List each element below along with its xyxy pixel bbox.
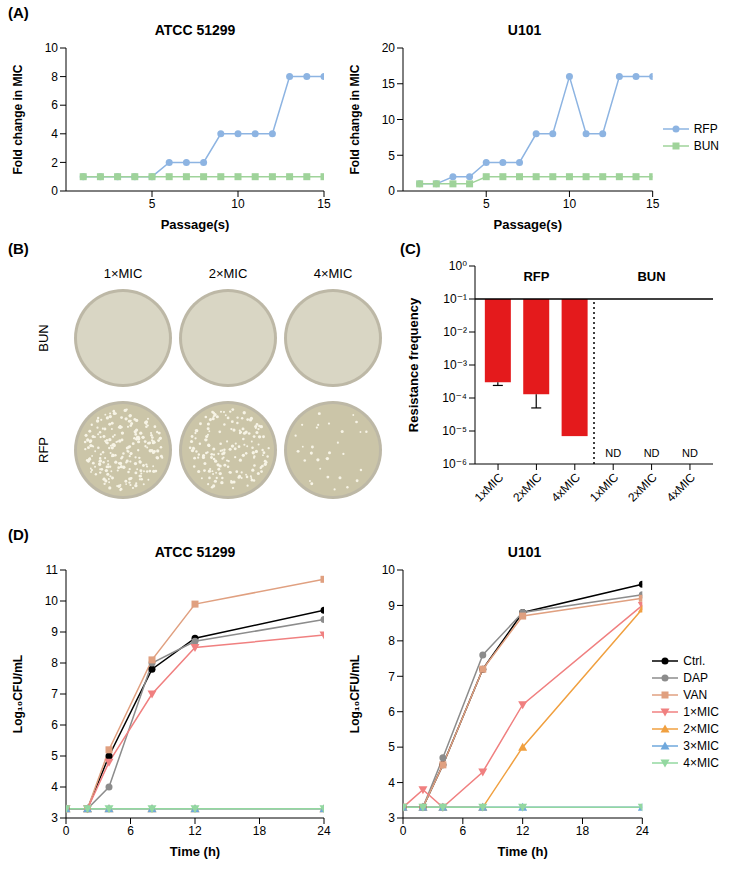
svg-text:Fold change in MIC: Fold change in MIC <box>11 64 25 174</box>
svg-text:7: 7 <box>51 687 58 701</box>
svg-text:6: 6 <box>51 98 58 112</box>
svg-text:4: 4 <box>388 776 395 790</box>
svg-text:10⁻³: 10⁻³ <box>443 358 467 372</box>
svg-text:Fold change in MIC: Fold change in MIC <box>348 64 362 174</box>
svg-text:4: 4 <box>51 780 58 794</box>
svg-text:4×MIC: 4×MIC <box>314 266 353 281</box>
svg-text:RFP: RFP <box>523 269 549 284</box>
svg-text:6: 6 <box>51 718 58 732</box>
svg-text:BUN: BUN <box>637 269 665 284</box>
html-text:VAN: VAN <box>683 688 708 702</box>
svg-text:4xMIC: 4xMIC <box>664 470 699 505</box>
svg-text:18: 18 <box>576 824 590 838</box>
svg-text:15: 15 <box>382 77 396 91</box>
svg-text:12: 12 <box>516 824 530 838</box>
svg-text:BUN: BUN <box>36 324 51 351</box>
svg-text:Time (h): Time (h) <box>170 844 220 859</box>
svg-text:6: 6 <box>127 824 134 838</box>
html-text:2×MIC: 2×MIC <box>683 722 719 736</box>
svg-text:Passage(s): Passage(s) <box>161 217 230 232</box>
svg-text:10: 10 <box>231 197 245 211</box>
svg-text:10: 10 <box>382 563 396 577</box>
svg-text:RFP: RFP <box>36 437 51 463</box>
svg-text:7: 7 <box>388 670 395 684</box>
svg-text:0: 0 <box>63 824 70 838</box>
html-text:BUN: BUN <box>693 139 719 153</box>
svg-text:9: 9 <box>51 625 58 639</box>
svg-text:24: 24 <box>636 824 650 838</box>
svg-text:ND: ND <box>644 447 660 459</box>
svg-text:11: 11 <box>46 563 59 577</box>
svg-text:5: 5 <box>51 749 58 763</box>
svg-text:1×MIC: 1×MIC <box>104 266 143 281</box>
html-text:ATCC 51299: ATCC 51299 <box>154 22 236 38</box>
html-text:ATCC 51299: ATCC 51299 <box>154 544 236 560</box>
svg-text:24: 24 <box>317 824 331 838</box>
svg-text:8: 8 <box>388 634 395 648</box>
svg-text:0: 0 <box>51 184 58 198</box>
svg-text:Passage(s): Passage(s) <box>494 217 563 232</box>
svg-text:3: 3 <box>51 811 58 825</box>
svg-text:15: 15 <box>317 197 331 211</box>
svg-text:Resistance frequency: Resistance frequency <box>406 297 421 432</box>
svg-text:6: 6 <box>388 705 395 719</box>
html-text:(B): (B) <box>8 240 29 257</box>
svg-text:ND: ND <box>605 447 621 459</box>
svg-text:9: 9 <box>388 599 395 613</box>
svg-text:0: 0 <box>400 824 407 838</box>
html-text:1×MIC: 1×MIC <box>683 705 719 719</box>
svg-text:10: 10 <box>45 41 59 55</box>
svg-text:8: 8 <box>51 70 58 84</box>
svg-text:0: 0 <box>388 184 395 198</box>
svg-text:Log₁₀CFU/mL: Log₁₀CFU/mL <box>348 655 362 733</box>
svg-text:Log₁₀CFU/mL: Log₁₀CFU/mL <box>11 655 25 733</box>
svg-text:10⁻⁴: 10⁻⁴ <box>442 391 467 405</box>
svg-text:4: 4 <box>51 127 58 141</box>
html-text:4×MIC: 4×MIC <box>683 756 719 770</box>
svg-text:10⁻⁵: 10⁻⁵ <box>442 424 467 438</box>
svg-text:Time (h): Time (h) <box>497 844 547 859</box>
svg-text:12: 12 <box>188 824 202 838</box>
svg-text:2×MIC: 2×MIC <box>209 266 248 281</box>
html-text:(D): (D) <box>8 526 29 543</box>
svg-text:1xMIC: 1xMIC <box>472 470 507 505</box>
svg-text:10⁻¹: 10⁻¹ <box>443 292 467 306</box>
svg-text:10⁻⁶: 10⁻⁶ <box>442 457 467 471</box>
html-text:3×MIC: 3×MIC <box>683 739 719 753</box>
svg-text:18: 18 <box>253 824 267 838</box>
svg-text:2: 2 <box>51 156 58 170</box>
html-text:RFP: RFP <box>693 122 718 136</box>
svg-text:2xMIC: 2xMIC <box>510 470 545 505</box>
svg-text:10: 10 <box>45 594 59 608</box>
svg-text:20: 20 <box>382 41 396 55</box>
svg-text:2xMIC: 2xMIC <box>625 470 660 505</box>
svg-text:10⁻²: 10⁻² <box>443 325 467 339</box>
svg-text:10: 10 <box>382 113 396 127</box>
html-text:U101: U101 <box>507 544 542 560</box>
svg-text:5: 5 <box>388 149 395 163</box>
html-text:DAP: DAP <box>683 671 708 685</box>
svg-text:ND: ND <box>682 447 698 459</box>
html-text:U101: U101 <box>507 22 542 38</box>
svg-text:15: 15 <box>646 197 660 211</box>
html-text:Ctrl.: Ctrl. <box>683 654 706 668</box>
svg-text:3: 3 <box>388 811 395 825</box>
svg-text:10⁰: 10⁰ <box>449 259 467 273</box>
svg-text:4xMIC: 4xMIC <box>549 470 584 505</box>
svg-text:5: 5 <box>388 740 395 754</box>
html-text:(C): (C) <box>400 240 421 257</box>
svg-text:5: 5 <box>149 197 156 211</box>
svg-text:6: 6 <box>459 824 466 838</box>
svg-text:5: 5 <box>483 197 490 211</box>
html-text:(A): (A) <box>8 4 29 21</box>
svg-text:1xMIC: 1xMIC <box>587 470 622 505</box>
svg-text:8: 8 <box>51 656 58 670</box>
svg-text:10: 10 <box>563 197 577 211</box>
